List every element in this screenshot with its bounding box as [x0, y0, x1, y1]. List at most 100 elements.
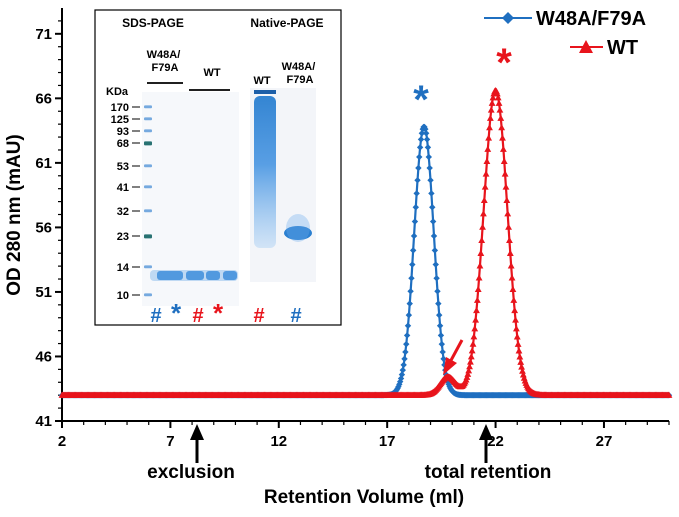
sds-sample-band [223, 271, 237, 280]
data-point [472, 316, 480, 323]
y-tick-label: 71 [35, 26, 52, 43]
x-tick-label: 12 [270, 433, 287, 450]
data-point [484, 145, 492, 152]
data-point [473, 306, 480, 314]
sds-sample-band [186, 271, 204, 280]
native-wt-well-band [254, 90, 276, 94]
data-point [427, 177, 434, 184]
mw-marker-label: 170 [111, 102, 129, 114]
mw-marker-label: 23 [117, 231, 129, 243]
sds-ladder [144, 105, 152, 297]
sds-sample-band [157, 271, 183, 280]
data-point [423, 130, 430, 137]
data-point [519, 371, 527, 378]
data-point [470, 333, 478, 340]
data-point [435, 300, 442, 307]
exclusion-label: exclusion [147, 462, 235, 483]
data-point [439, 348, 446, 356]
ladder-band [144, 234, 152, 239]
data-point [436, 322, 444, 329]
data-point [512, 325, 520, 332]
data-point [404, 322, 412, 329]
data-point [425, 153, 433, 161]
sds-band-smear [150, 270, 238, 281]
data-point [409, 261, 416, 268]
bottom-marks: # * # * # # [150, 298, 301, 328]
data-point [508, 274, 516, 281]
data-point [489, 94, 497, 101]
data-point [512, 316, 519, 323]
data-point [398, 371, 406, 378]
data-point [464, 370, 472, 377]
data-point [494, 94, 502, 101]
data-point [506, 236, 513, 244]
series-layer [58, 87, 673, 399]
data-point [486, 114, 494, 121]
data-point [516, 353, 524, 360]
data-point [432, 261, 439, 268]
data-point [399, 366, 406, 374]
y-tick-label: 41 [35, 413, 52, 430]
ladder-band [144, 293, 152, 297]
data-point [415, 164, 422, 172]
y-tick-label: 66 [35, 90, 52, 107]
data-point [402, 348, 409, 356]
data-point [505, 223, 512, 230]
data-point [409, 247, 417, 254]
data-point [485, 134, 493, 141]
sds-lane-label-mutant: W48A/ F79A [147, 49, 184, 74]
ladder-band [144, 265, 152, 269]
ladder-band [144, 129, 152, 133]
data-point [479, 223, 486, 230]
data-point [510, 296, 518, 303]
svg-text:W48A/F79A: W48A/F79A [536, 8, 646, 30]
data-point [471, 325, 479, 332]
data-point [481, 183, 489, 190]
data-point [431, 247, 439, 254]
data-point [501, 170, 509, 177]
data-point [413, 190, 420, 197]
data-point [417, 136, 425, 143]
ladder-band [144, 117, 152, 121]
data-point [514, 340, 522, 347]
ladder-band [144, 164, 152, 168]
native-mutant-band [284, 226, 312, 240]
x-tick-label: 17 [379, 433, 396, 450]
data-point [483, 157, 491, 164]
data-point [436, 311, 443, 319]
lane-hash-mark: # [290, 305, 301, 327]
mw-marker-label: 10 [117, 290, 129, 302]
kda-label: KDa [106, 86, 129, 98]
data-point [416, 144, 424, 151]
mw-marker-label: 14 [117, 262, 130, 274]
x-tick-label: 7 [166, 433, 174, 450]
data-point [519, 367, 526, 374]
data-point [500, 157, 508, 164]
data-point [493, 90, 501, 97]
sds-bands [150, 270, 238, 281]
data-point [499, 134, 506, 141]
data-point [499, 145, 507, 152]
legend-item-wt: WT [570, 37, 638, 59]
data-point [422, 125, 429, 133]
data-point [515, 347, 523, 354]
data-point [440, 355, 447, 363]
legend: W48A/F79A WT [484, 8, 646, 59]
data-point [405, 311, 413, 319]
x-tick-label: 27 [596, 433, 613, 450]
data-point [474, 285, 482, 293]
data-point [423, 136, 431, 143]
data-point [408, 275, 415, 282]
x-axis-title: Retention Volume (ml) [264, 487, 464, 508]
data-point [478, 236, 486, 244]
data-point [497, 114, 505, 121]
data-point [506, 249, 514, 256]
total-retention-label: total retention [425, 462, 552, 483]
data-point [495, 99, 503, 106]
sds-sample-band [206, 271, 220, 280]
lane-hash-mark: # [253, 305, 264, 327]
minor-peak-arrow [443, 339, 464, 375]
